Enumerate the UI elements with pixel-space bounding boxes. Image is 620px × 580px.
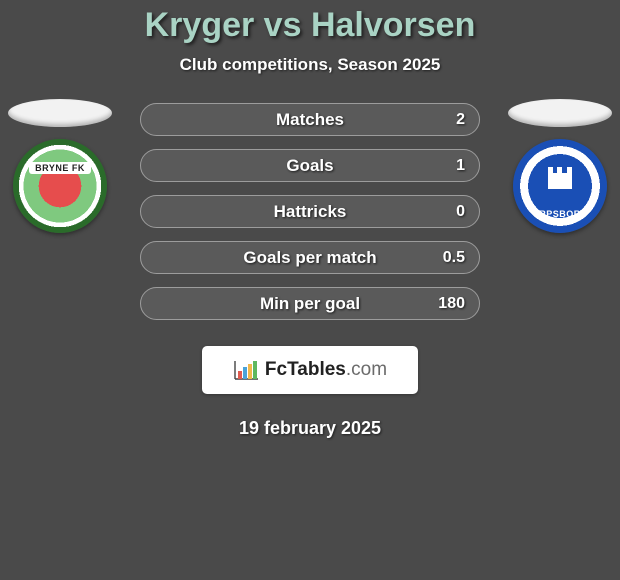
subtitle: Club competitions, Season 2025 (180, 55, 441, 75)
stat-row: Hattricks 0 (140, 195, 480, 228)
team-left-oval (8, 99, 112, 127)
stat-label: Goals per match (243, 248, 376, 268)
team-right-oval (508, 99, 612, 127)
logo-domain: .com (346, 359, 387, 380)
stat-value: 1 (456, 157, 465, 175)
stat-row: Min per goal 180 (140, 287, 480, 320)
team-right-badge-text: RPSBOR (513, 209, 607, 219)
team-left-badge-text: BRYNE FK (29, 162, 91, 174)
stat-label: Matches (276, 110, 344, 130)
team-left-badge: BRYNE FK (13, 139, 107, 233)
stat-row: Goals 1 (140, 149, 480, 182)
page-title: Kryger vs Halvorsen (145, 6, 476, 45)
team-right-badge: RPSBOR (513, 139, 607, 233)
stat-value: 0.5 (443, 249, 465, 267)
team-left-col: BRYNE FK (0, 99, 120, 233)
castle-icon (548, 167, 572, 189)
stat-row: Matches 2 (140, 103, 480, 136)
logo-brand: FcTables (265, 359, 346, 380)
main-container: Kryger vs Halvorsen Club competitions, S… (0, 0, 620, 439)
stat-label: Min per goal (260, 294, 360, 314)
stat-label: Hattricks (274, 202, 347, 222)
date-text: 19 february 2025 (239, 418, 381, 439)
stat-value: 0 (456, 203, 465, 221)
fctables-logo[interactable]: FcTables.com (202, 346, 418, 394)
logo-text: FcTables.com (265, 359, 387, 381)
stat-label: Goals (286, 156, 333, 176)
stats-panel: Matches 2 Goals 1 Hattricks 0 Goals per match 0… (140, 103, 480, 320)
team-right-col: RPSBOR (500, 99, 620, 233)
bar-chart-icon (233, 359, 259, 381)
stat-value: 180 (438, 295, 465, 313)
stat-row: Goals per match 0.5 (140, 241, 480, 274)
stat-value: 2 (456, 111, 465, 129)
mid-section: BRYNE FK RPSBOR Matches 2 Goals 1 Hattricks 0… (0, 103, 620, 320)
